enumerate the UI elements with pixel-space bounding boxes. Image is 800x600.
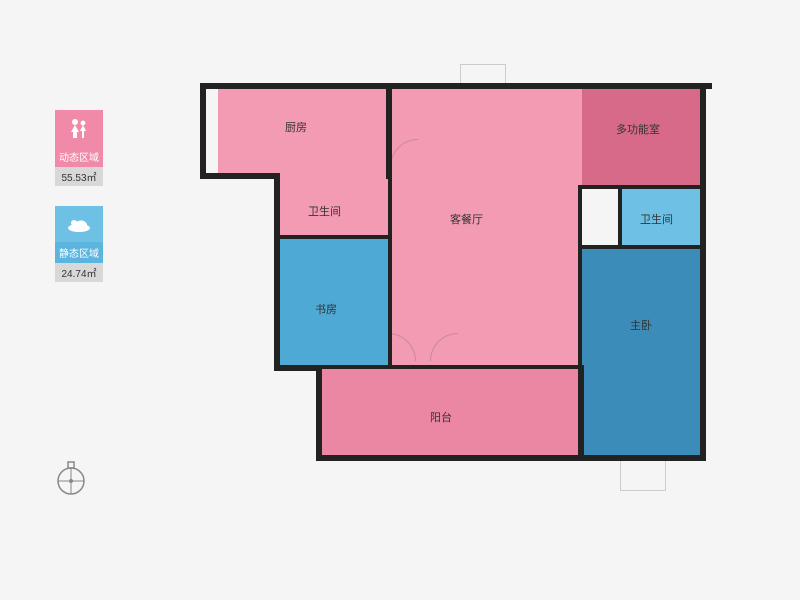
sleep-icon [55, 206, 103, 242]
legend-item-dynamic: 动态区域 55.53㎡ [55, 110, 103, 186]
notch-bottom [620, 461, 666, 491]
label-bath1: 卫生间 [308, 203, 341, 219]
wall [200, 173, 280, 179]
wall [200, 83, 206, 179]
wall [388, 173, 392, 369]
label-living: 客餐厅 [450, 211, 483, 227]
wall [276, 235, 392, 239]
notch-top [460, 64, 506, 84]
floorplan: 厨房 客餐厅 多功能室 卫生间 书房 卫生间 主卧 阳台 [200, 77, 712, 517]
wall [386, 83, 392, 179]
legend-panel: 动态区域 55.53㎡ 静态区域 24.74㎡ [55, 110, 103, 302]
label-multi: 多功能室 [616, 121, 660, 137]
wall [578, 187, 582, 459]
wall [618, 187, 622, 247]
wall [200, 83, 712, 89]
legend-static-label: 静态区域 [55, 242, 103, 263]
room-living [390, 87, 582, 367]
wall [316, 455, 584, 461]
label-balcony: 阳台 [430, 409, 452, 425]
wall [700, 83, 706, 461]
legend-dynamic-value: 55.53㎡ [55, 167, 103, 186]
wall [276, 365, 584, 369]
room-master [582, 247, 704, 457]
wall [578, 245, 706, 249]
legend-item-static: 静态区域 24.74㎡ [55, 206, 103, 282]
label-master: 主卧 [630, 317, 652, 333]
label-study: 书房 [315, 301, 337, 317]
label-bath2: 卫生间 [640, 211, 673, 227]
wall [578, 185, 706, 189]
people-icon [55, 110, 103, 146]
wall [316, 365, 322, 459]
label-kitchen: 厨房 [285, 119, 307, 135]
legend-dynamic-label: 动态区域 [55, 146, 103, 167]
wall [274, 173, 280, 369]
room-multi [582, 87, 704, 187]
legend-static-value: 24.74㎡ [55, 263, 103, 282]
compass-icon [52, 460, 90, 503]
